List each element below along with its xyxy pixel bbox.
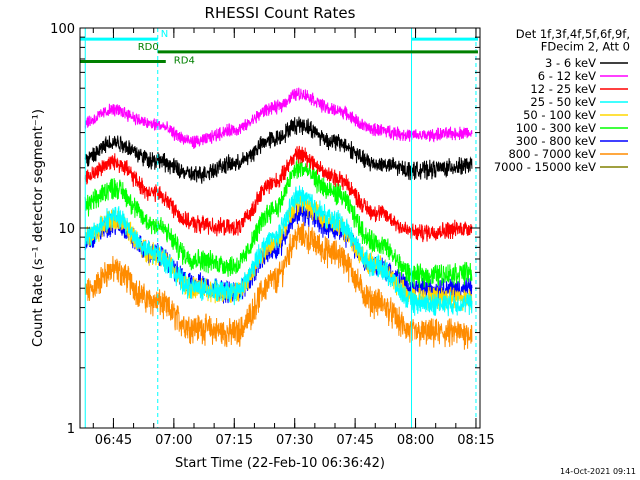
legend-entry-label: 7000 - 15000 keV — [494, 160, 596, 174]
attenuator-label: RD4 — [174, 55, 195, 66]
legend-entry-label: 25 - 50 keV — [530, 95, 596, 109]
y-tick-label: 100 — [50, 22, 75, 37]
legend-entry-label: 12 - 25 keV — [530, 82, 596, 96]
x-axis-label: Start Time (22-Feb-10 06:36:42) — [175, 456, 385, 471]
x-tick-label: 08:00 — [397, 433, 434, 448]
footer-timestamp: 14-Oct-2021 09:11 — [560, 467, 636, 476]
x-tick-label: 06:45 — [95, 433, 132, 448]
y-axis: 1 10 100 — [50, 22, 480, 437]
legend-entry-label: 50 - 100 keV — [523, 108, 596, 122]
series-line — [84, 185, 473, 317]
attenuator-label: N — [161, 29, 168, 40]
x-tick-label: 07:00 — [155, 433, 192, 448]
legend-entry-label: 100 - 300 keV — [516, 121, 596, 135]
series-line — [84, 221, 473, 350]
y-axis-label: Count Rate (s⁻¹ detector segment⁻¹) — [31, 109, 46, 347]
x-tick-label: 07:45 — [336, 433, 373, 448]
attenuator-label: RD0 — [138, 42, 159, 53]
y-tick-label: 1 — [67, 422, 75, 437]
legend-header: Det 1f,3f,4f,5f,6f,9f, — [516, 27, 630, 41]
x-tick-label: 08:15 — [457, 433, 494, 448]
series-line — [84, 116, 473, 184]
y-tick-label: 10 — [58, 222, 75, 237]
legend-entry-label: 800 - 7000 keV — [508, 147, 596, 161]
series-line — [84, 87, 473, 149]
series-line — [84, 145, 473, 243]
legend-entry-label: 3 - 6 keV — [545, 56, 596, 70]
legend-entry-label: 300 - 800 keV — [516, 134, 596, 148]
legend-header: FDecim 2, Att 0 — [541, 40, 630, 54]
x-tick-label: 07:15 — [216, 433, 253, 448]
chart-title: RHESSI Count Rates — [205, 4, 356, 22]
legend: Det 1f,3f,4f,5f,6f,9f,FDecim 2, Att 0 3 -… — [494, 27, 630, 174]
series-layer — [84, 87, 473, 350]
legend-entry-label: 6 - 12 keV — [538, 69, 596, 83]
x-tick-label: 07:30 — [276, 433, 313, 448]
x-axis: 06:45 07:00 07:15 07:30 07:45 08:00 08:15 — [92, 28, 495, 448]
series-line — [84, 158, 473, 289]
